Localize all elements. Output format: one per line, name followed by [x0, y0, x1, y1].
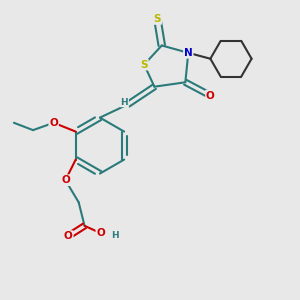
Text: N: N [184, 48, 193, 58]
Text: H: H [111, 231, 119, 240]
Text: O: O [61, 175, 70, 185]
Text: O: O [49, 118, 58, 128]
Text: S: S [154, 14, 161, 24]
Text: O: O [64, 231, 73, 241]
Text: S: S [140, 60, 148, 70]
Text: H: H [121, 98, 128, 106]
Text: O: O [96, 228, 105, 238]
Text: O: O [206, 91, 215, 100]
